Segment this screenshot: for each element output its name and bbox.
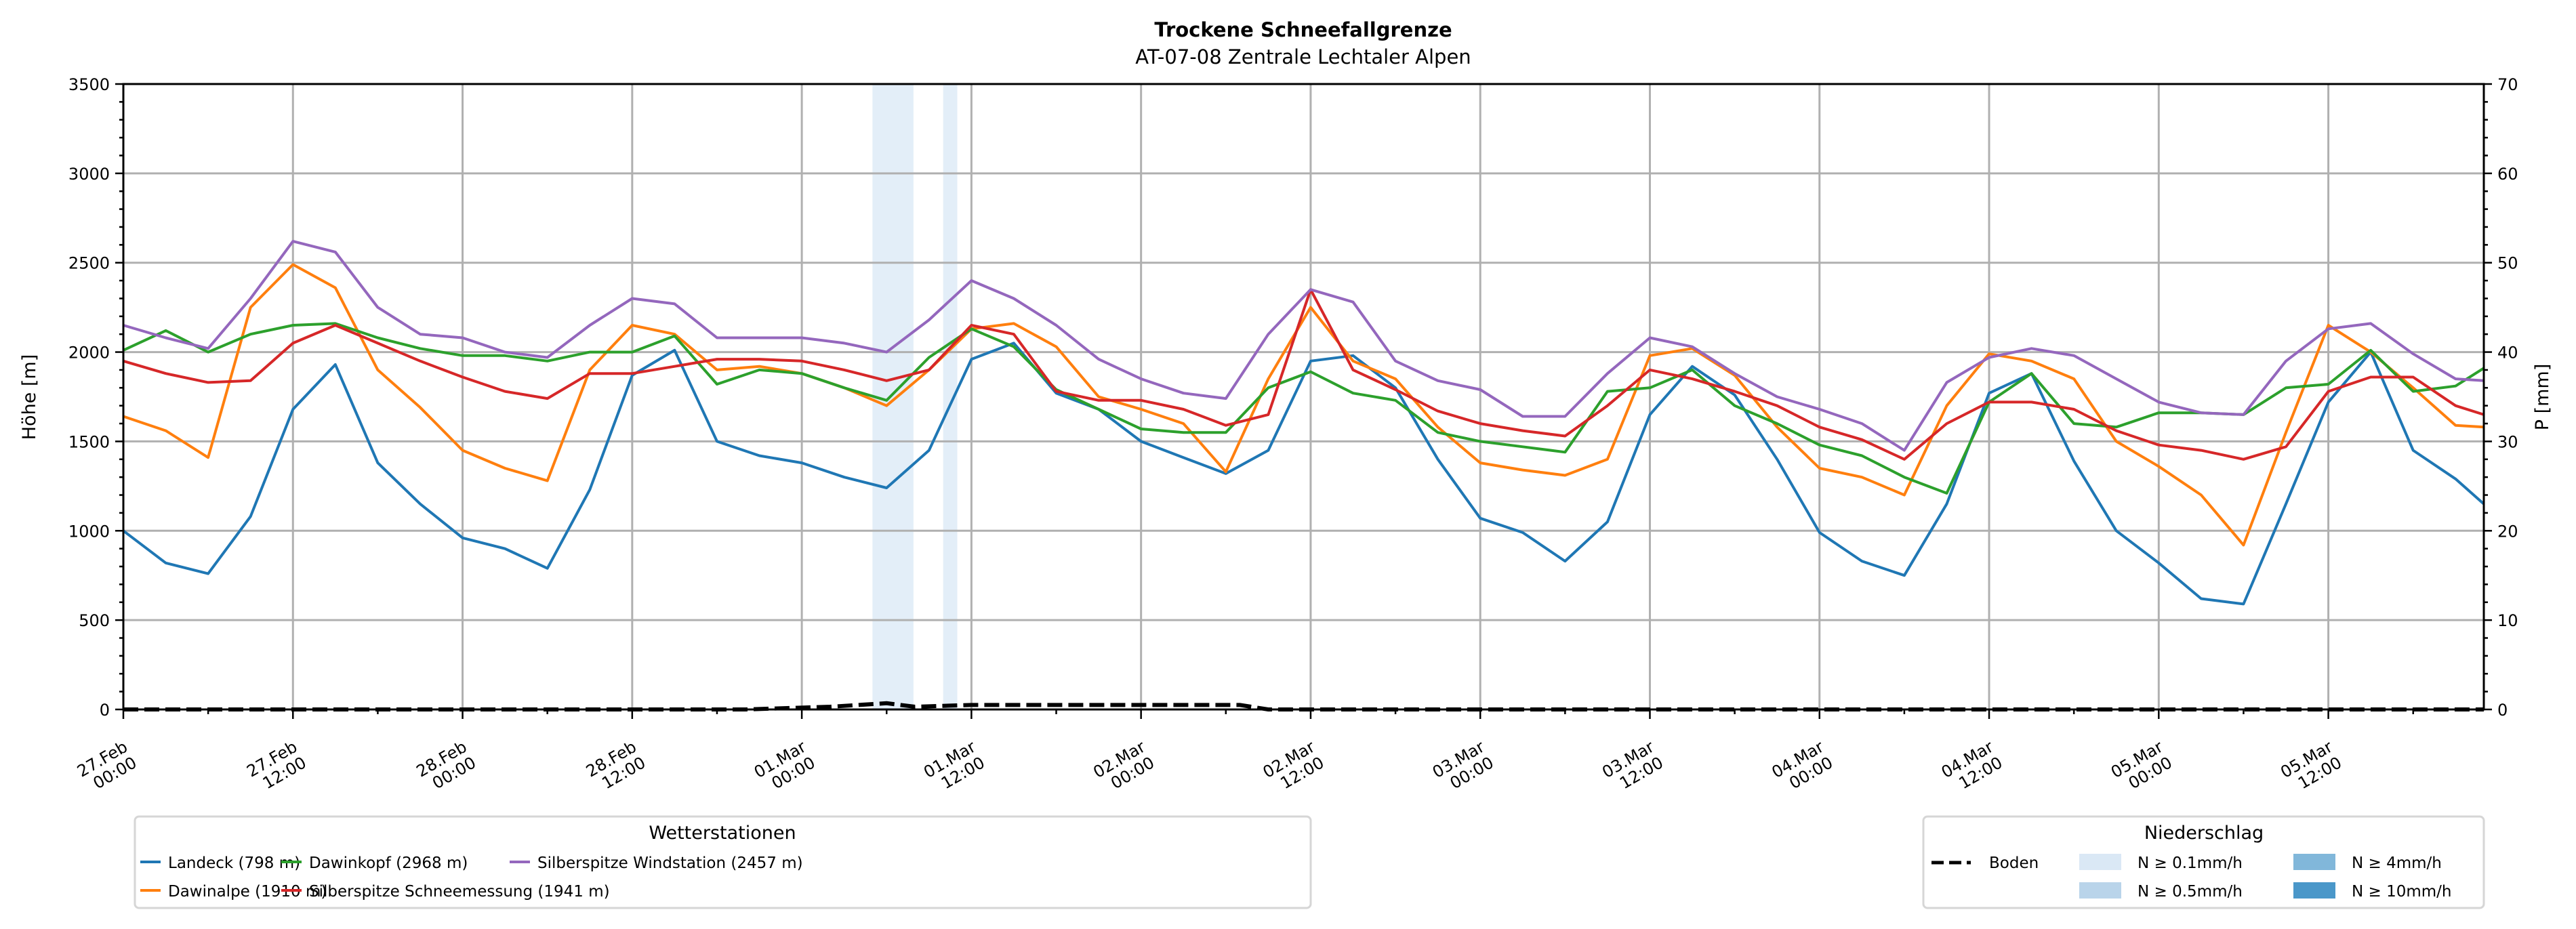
boden-line <box>123 701 2484 711</box>
y-right-tick-label: 40 <box>2497 344 2518 363</box>
y-tick-label: 2000 <box>68 344 110 363</box>
x-tick-label: 03.Mar12:00 <box>1599 737 1667 798</box>
legend-swatch <box>2293 854 2335 870</box>
series-line-dawinkopf <box>123 322 2485 495</box>
legend-precipitation: Niederschlag Boden N ≥ 0.1mm/h N ≥ 0.5mm/h N… <box>1922 815 2485 909</box>
chart-subtitle: AT-07-08 Zentrale Lechtaler Alpen <box>1135 45 1471 68</box>
axes: 0 500 1000 1500 2000 2500 3000 3500 0 10 20 30 40 50 6… <box>68 75 2518 798</box>
legend-box <box>1922 815 2485 909</box>
x-tick-label: 27.Feb12:00 <box>243 737 309 797</box>
legend-title: Niederschlag <box>2144 823 2264 844</box>
y-tick-label: 0 <box>100 701 110 720</box>
y-tick-label: 500 <box>79 611 110 630</box>
legend-label: N ≥ 0.5mm/h <box>2138 883 2243 901</box>
series-line-landeck <box>122 342 2485 606</box>
legend-title: Wetterstationen <box>649 823 796 844</box>
y-right-tick-label: 60 <box>2497 165 2518 184</box>
x-tick-label: 03.Mar00:00 <box>1429 737 1497 798</box>
x-tick-label: 01.Mar12:00 <box>920 737 988 798</box>
legend-swatch <box>2079 854 2121 870</box>
x-tick-label: 05.Mar12:00 <box>2277 737 2345 798</box>
legend-label: Dawinkopf (2968 m) <box>309 854 468 872</box>
legend-label: Silberspitze Schneemessung (1941 m) <box>309 883 610 901</box>
x-tick-label: 28.Feb00:00 <box>413 737 479 797</box>
legend-label: Dawinalpe (1910 m) <box>168 883 327 901</box>
plot-frame <box>122 83 2485 711</box>
precip-band <box>872 84 914 709</box>
y-right-tick-label: 30 <box>2497 432 2518 451</box>
chart-title: Trockene Schneefallgrenze <box>1154 18 1452 41</box>
x-tick-label: 02.Mar00:00 <box>1090 737 1158 798</box>
y-axis-right-label: P [mm] <box>2532 364 2553 431</box>
series-lines <box>122 240 2485 711</box>
y-right-tick-label: 0 <box>2497 701 2508 720</box>
x-tick-label: 04.Mar00:00 <box>1768 737 1836 798</box>
legend-label: N ≥ 4mm/h <box>2352 854 2442 872</box>
y-right-tick-label: 20 <box>2497 522 2518 541</box>
y-tick-label: 3000 <box>68 165 110 184</box>
y-tick-label: 3500 <box>68 75 110 94</box>
legend-label: Landeck (798 m) <box>168 854 300 872</box>
x-tick-label: 28.Feb12:00 <box>583 737 649 797</box>
x-tick-label: 27.Feb00:00 <box>74 737 140 797</box>
precip-band <box>943 84 958 709</box>
precip-bands <box>872 84 958 709</box>
legend-stations: Wetterstationen Landeck (798 m) Dawinalpe … <box>134 815 1312 909</box>
y-tick-label: 2500 <box>68 254 110 273</box>
legend-box <box>134 815 1312 909</box>
legend-label: Silberspitze Windstation (2457 m) <box>537 854 803 872</box>
y-right-tick-label: 50 <box>2497 254 2518 273</box>
legend-swatch <box>2293 882 2335 899</box>
legend-swatch <box>2079 882 2121 899</box>
x-tick-label: 05.Mar00:00 <box>2108 737 2175 798</box>
y-tick-label: 1500 <box>68 432 110 451</box>
x-tick-label: 01.Mar00:00 <box>751 737 819 798</box>
legend-label: N ≥ 10mm/h <box>2352 883 2452 901</box>
x-tick-label: 02.Mar12:00 <box>1260 737 1328 798</box>
legend-label: N ≥ 0.1mm/h <box>2138 854 2243 872</box>
grid-lines <box>122 83 2484 711</box>
y-right-tick-label: 10 <box>2497 611 2518 630</box>
y-right-tick-label: 70 <box>2497 75 2518 94</box>
y-tick-label: 1000 <box>68 522 110 541</box>
legend-label: Boden <box>1989 854 2039 872</box>
y-axis-label: Höhe [m] <box>19 354 40 440</box>
series-line-silberspitze <box>123 240 2485 452</box>
x-tick-label: 04.Mar12:00 <box>1938 737 2006 798</box>
series-line-dawinalpe <box>123 263 2485 547</box>
